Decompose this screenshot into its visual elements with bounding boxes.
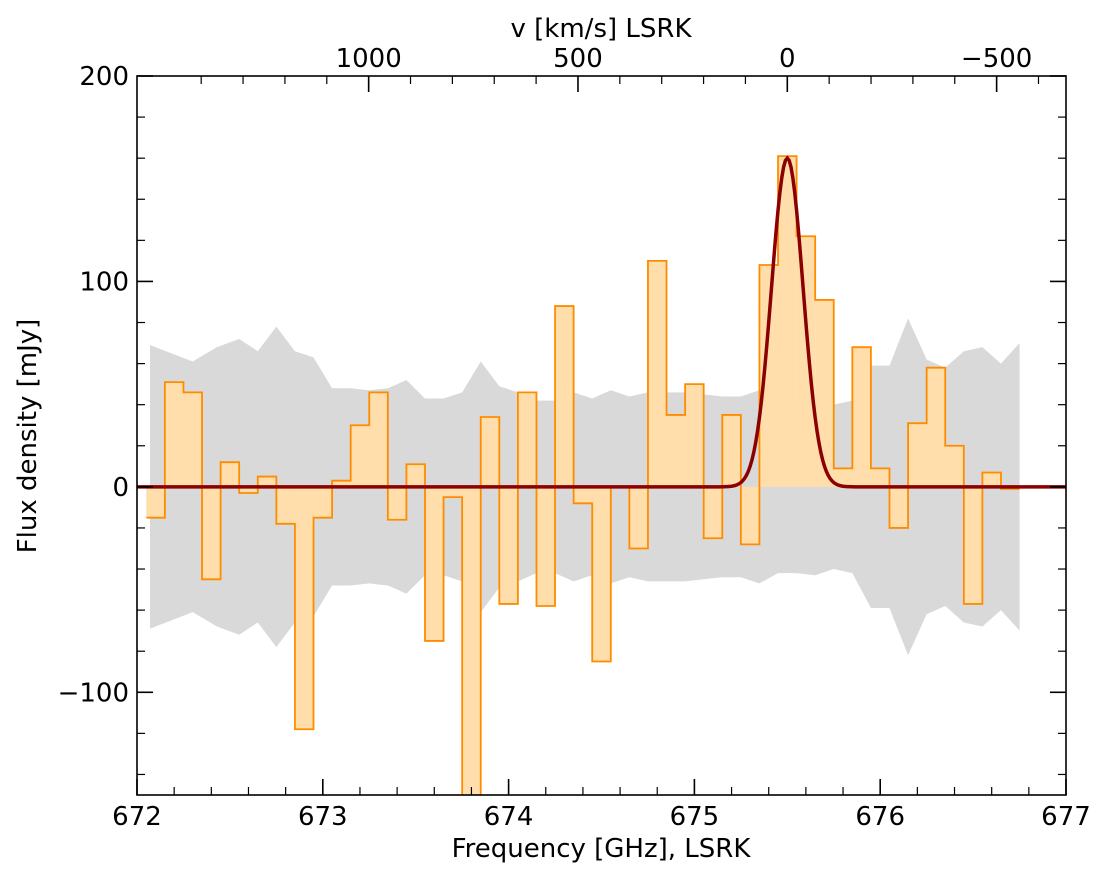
spectrum-channel-bar	[276, 486, 295, 524]
x-tick-label: 675	[670, 802, 720, 832]
spectrum-channel-bar	[592, 486, 611, 662]
spectrum-channel-bar	[982, 472, 1001, 487]
spectrum-channel-bar	[239, 486, 258, 494]
spectrum-channel-bar	[480, 417, 500, 487]
spectrum-channel-bar	[517, 392, 537, 487]
spectrum-channel-bar	[332, 480, 351, 487]
axes-frame	[136, 75, 1067, 796]
top-tick-label: −500	[961, 44, 1032, 74]
gaussian-fit-line	[137, 155, 1066, 489]
spectrum-channel-bar	[294, 486, 314, 730]
spectrum-channel-bar	[963, 486, 983, 604]
spectrum-channel-bar	[202, 486, 221, 580]
spectrum-channel-bar	[146, 486, 165, 518]
spectrum-channel-bar	[536, 486, 556, 607]
spectrum-channel-bar	[555, 306, 574, 487]
x-tick-label: 672	[112, 802, 162, 832]
spectrum-channel-bar	[926, 367, 946, 487]
x-tick-label: 677	[1041, 802, 1091, 832]
spectrum-channel-bar	[945, 445, 964, 487]
spectrum-channel-bar	[257, 476, 277, 487]
spectrum-channel-bar	[573, 486, 593, 504]
spectrum-channel-bar	[852, 347, 871, 487]
spectrum-channel-bar	[889, 486, 909, 528]
spectrum-channel-bar	[778, 156, 797, 487]
spectrum-channel-bar	[443, 486, 463, 498]
y-tick-label: 200	[79, 62, 129, 92]
spectrum-channel-bar	[685, 384, 704, 487]
spectrum-channel-bar	[796, 236, 816, 487]
spectrum-channel-bar	[870, 468, 890, 487]
spectrum-channel-bar	[387, 486, 407, 520]
spectrum-channel-bar	[183, 392, 203, 487]
top-tick-label: 500	[553, 44, 603, 74]
spectrum-channel-bar	[722, 414, 741, 487]
y-axis-title: Flux density [mJy]	[13, 319, 43, 554]
spectrum-channel-bar	[406, 464, 425, 487]
y-tick-label: −100	[58, 678, 129, 708]
spectrum-step-line	[146, 155, 1020, 795]
spectrum-channel-bar	[629, 486, 648, 549]
spectrum-channel-bar	[815, 299, 834, 487]
spectrum-channel-bar	[740, 486, 760, 545]
spectrum-channel-bar	[164, 382, 184, 487]
spectrum-channel-bar	[666, 414, 686, 487]
spectrum-channel-bar	[462, 486, 481, 795]
spectrum-channel-bar	[499, 486, 518, 604]
y-tick-label: 0	[112, 473, 129, 503]
spectrum-channel-bar	[703, 486, 723, 539]
spectrum-channel-bar	[313, 486, 333, 518]
spectrum-channel-bar	[647, 260, 667, 487]
spectrum-channel-bar	[369, 392, 388, 487]
spectrum-channel-bar	[833, 468, 853, 487]
x-tick-label: 673	[298, 802, 348, 832]
spectrum-channel-bar	[759, 264, 779, 487]
x-tick-label: 676	[855, 802, 905, 832]
spectrum-channel-bar	[908, 423, 927, 487]
spectrum-channel-bar	[350, 425, 370, 487]
spectrum-channel-bar	[220, 462, 240, 487]
y-tick-label: 100	[79, 267, 129, 297]
top-axis-title: v [km/s] LSRK	[511, 14, 693, 44]
spectrum-channel-bar	[424, 486, 444, 641]
x-axis-title: Frequency [GHz], LSRK	[452, 834, 752, 864]
top-tick-label: 1000	[336, 44, 402, 74]
x-tick-label: 674	[484, 802, 534, 832]
top-tick-label: 0	[779, 44, 796, 74]
